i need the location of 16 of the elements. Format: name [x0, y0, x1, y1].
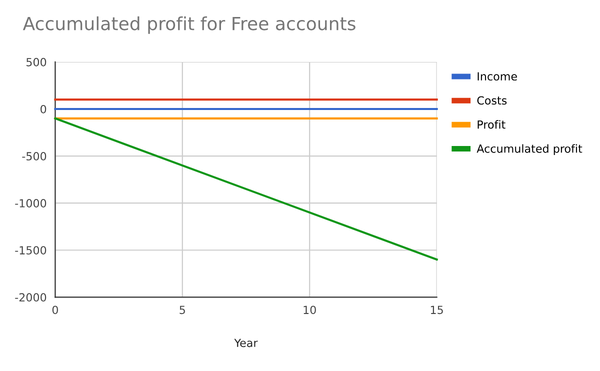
- y-tick-label: 0: [40, 104, 46, 114]
- y-tick-label: -1500: [15, 246, 46, 255]
- x-tick-label: 0: [52, 306, 58, 314]
- y-tick-label: 500: [26, 58, 46, 66]
- legend-label: Costs: [477, 96, 507, 105]
- x-axis-title: Year: [234, 338, 258, 348]
- legend-label: Accumulated profit: [476, 144, 582, 155]
- y-tick-label: -2000: [15, 293, 46, 302]
- legend-label: Income: [478, 72, 517, 81]
- y-tick-label: -1000: [15, 199, 46, 208]
- y-tick-label: -500: [22, 152, 46, 160]
- x-tick-label: 5: [180, 306, 185, 314]
- legend-label: Profit: [478, 120, 506, 129]
- chart-title: Accumulated profit for Free accounts: [22, 16, 356, 34]
- x-tick-label: 15: [430, 306, 443, 314]
- x-tick-label: 10: [304, 306, 316, 314]
